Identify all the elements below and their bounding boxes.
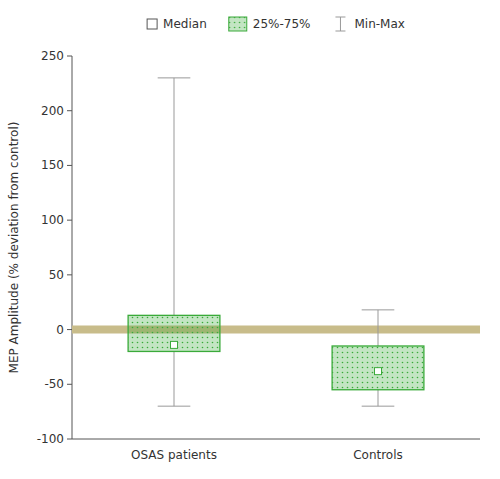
legend-label: Median (163, 17, 207, 31)
y-axis-label: MEP Amplitude (% deviation from control) (7, 122, 21, 374)
x-tick-label: OSAS patients (131, 448, 217, 462)
y-tick (67, 329, 72, 330)
legend-label: Min-Max (354, 17, 404, 31)
y-tick-label: 0 (56, 323, 64, 337)
y-tick (67, 56, 72, 57)
y-tick (67, 165, 72, 166)
y-tick-label: -100 (37, 432, 64, 446)
lower-whisker (174, 351, 175, 406)
max-cap (158, 77, 191, 78)
y-tick (67, 439, 72, 440)
median-marker (375, 368, 382, 375)
legend-box-swatch (229, 17, 247, 31)
legend-whisker-swatch (335, 17, 345, 18)
y-tick (67, 220, 72, 221)
y-tick-label: 150 (41, 158, 64, 172)
box (332, 346, 424, 390)
upper-whisker (378, 310, 379, 346)
legend: Median 25%-75% Min-Max (147, 17, 405, 31)
y-axis-line (72, 56, 73, 439)
min-cap (158, 406, 191, 407)
legend-whisker-swatch (335, 31, 345, 32)
y-tick (67, 274, 72, 275)
box (128, 315, 220, 351)
y-tick-label: 250 (41, 49, 64, 63)
y-tick-label: 50 (49, 268, 64, 282)
plot-marks (72, 78, 480, 406)
chart-svg: -100 -50 0 50 100 150 200 250 MEP Amplitude (% d… (0, 0, 500, 479)
x-axis-line (72, 439, 480, 440)
min-cap (362, 406, 395, 407)
legend-median-swatch (147, 19, 157, 29)
chart-container: -100 -50 0 50 100 150 200 250 MEP Amplitude (% d… (0, 0, 500, 479)
max-cap (362, 309, 395, 310)
lower-whisker (378, 390, 379, 406)
y-tick-label: 100 (41, 213, 64, 227)
upper-whisker (174, 78, 175, 315)
y-tick (67, 110, 72, 111)
y-tick (67, 384, 72, 385)
y-axis: -100 -50 0 50 100 150 200 250 (37, 49, 72, 446)
x-tick-label: Controls (353, 448, 403, 462)
legend-label: 25%-75% (253, 17, 311, 31)
legend-whisker-swatch (340, 17, 341, 31)
y-tick-label: -50 (44, 377, 64, 391)
x-axis: OSAS patients Controls (72, 439, 480, 462)
y-tick-label: 200 (41, 104, 64, 118)
median-marker (171, 341, 178, 348)
